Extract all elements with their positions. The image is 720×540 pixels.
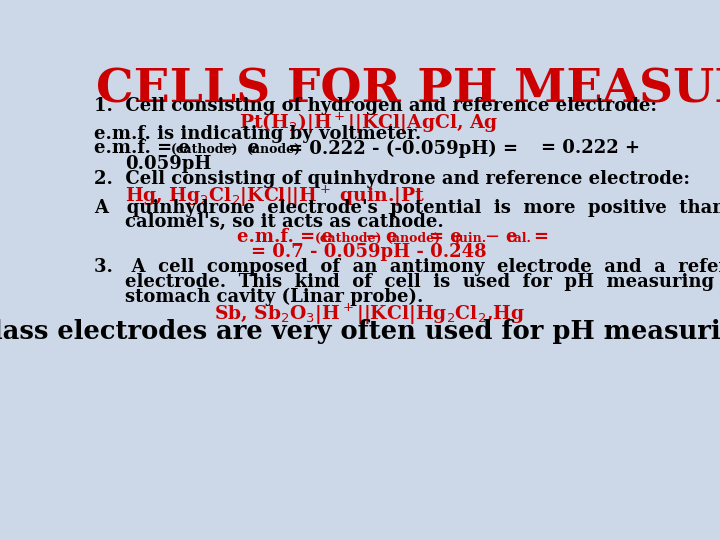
Text: e.m.f. = e: e.m.f. = e xyxy=(94,139,190,158)
Text: = 0.222 - (-0.059pH) =: = 0.222 - (-0.059pH) = xyxy=(289,139,518,158)
Text: Sb, Sb$_2$O$_3$|H$^+$||KCl|Hg$_2$Cl$_2$,Hg: Sb, Sb$_2$O$_3$|H$^+$||KCl|Hg$_2$Cl$_2$,… xyxy=(214,302,524,327)
Text: calomel's, so it acts as cathode.: calomel's, so it acts as cathode. xyxy=(125,213,444,232)
Text: $-$  e: $-$ e xyxy=(220,139,261,158)
Text: electrode.  This  kind  of  cell  is  used  for  pH  measuring  in  a: electrode. This kind of cell is used for… xyxy=(125,273,720,291)
Text: quin.: quin. xyxy=(451,232,487,245)
Text: = 0.7 - 0.059pH - 0.248: = 0.7 - 0.059pH - 0.248 xyxy=(251,244,487,261)
Text: 1.  Cell consisting of hydrogen and reference electrode:: 1. Cell consisting of hydrogen and refer… xyxy=(94,97,657,115)
Text: Glass electrodes are very often used for pH measuring.: Glass electrodes are very often used for… xyxy=(0,319,720,344)
Text: 2.  Cell consisting of quinhydrone and reference electrode:: 2. Cell consisting of quinhydrone and re… xyxy=(94,170,690,187)
Text: 3.   A  cell  composed  of  an  antimony  electrode  and  a  reference: 3. A cell composed of an antimony electr… xyxy=(94,258,720,276)
Text: (anode): (anode) xyxy=(387,232,441,245)
Text: A   quinhydrone  electrode's  potential  is  more  positive  than: A quinhydrone electrode's potential is m… xyxy=(94,199,720,217)
Text: (cathode): (cathode) xyxy=(171,143,239,157)
Text: = 0.222 +: = 0.222 + xyxy=(541,139,640,158)
Text: 0.059pH: 0.059pH xyxy=(125,155,211,173)
Text: $-$ e: $-$ e xyxy=(364,228,397,246)
Text: Pt(H$_2$)|H$^+$||KCl|AgCl, Ag: Pt(H$_2$)|H$^+$||KCl|AgCl, Ag xyxy=(239,111,499,136)
Text: stomach cavity (Linar probe).: stomach cavity (Linar probe). xyxy=(125,287,423,306)
Text: e.m.f. = e: e.m.f. = e xyxy=(238,228,333,246)
Text: Hg, Hg$_2$Cl$_2$|KCl||H$^+$ quin.|Pt: Hg, Hg$_2$Cl$_2$|KCl||H$^+$ quin.|Pt xyxy=(125,184,426,210)
Text: cal.: cal. xyxy=(507,232,532,245)
Text: e.m.f. is indicating by voltmeter.: e.m.f. is indicating by voltmeter. xyxy=(94,125,421,143)
Text: $-$ e: $-$ e xyxy=(484,228,518,246)
Text: CELLS FOR PH MEASURING: CELLS FOR PH MEASURING xyxy=(96,66,720,112)
Text: (cathode): (cathode) xyxy=(315,232,382,245)
Text: (anode): (anode) xyxy=(246,143,301,157)
Text: =: = xyxy=(534,228,549,246)
Text: = e: = e xyxy=(429,228,462,246)
